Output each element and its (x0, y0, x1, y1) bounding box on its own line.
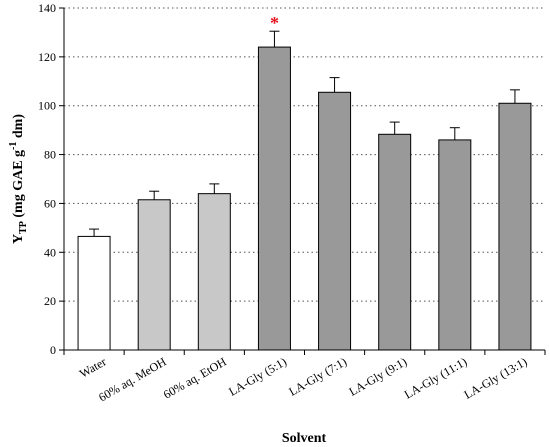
y-tick-label: 40 (44, 245, 56, 259)
x-tick-label: LA-Gly (11:1) (402, 354, 470, 401)
y-axis-label-base: Y (11, 234, 26, 244)
bar (378, 133, 412, 351)
y-tick-label: 0 (50, 343, 56, 357)
y-axis-label-subscript: TP (18, 221, 29, 234)
y-tick-label: 20 (44, 294, 56, 308)
y-axis-label-suffix: dm) (11, 114, 26, 142)
annotations: * (270, 13, 279, 33)
y-axis-label: YTP (mg GAE g-1 dm) (8, 114, 29, 244)
bar (498, 102, 532, 351)
x-tick-label: 60% aq. EtOH (161, 354, 229, 401)
x-tick-label: LA-Gly (5:1) (226, 354, 289, 398)
bars (77, 30, 532, 351)
axes (63, 8, 545, 351)
y-tick-label: 80 (44, 148, 56, 162)
x-axis-label: Solvent (282, 431, 327, 446)
bar (197, 193, 231, 351)
x-tick-label: 60% aq. MeOH (96, 354, 169, 404)
y-tick-label: 120 (38, 50, 56, 64)
y-tick-label: 60 (44, 196, 56, 210)
x-tick-label: LA-Gly (7:1) (286, 354, 349, 398)
bar (77, 235, 111, 351)
bar (257, 46, 291, 351)
bar (137, 199, 171, 351)
y-axis-label-superscript: -1 (8, 142, 19, 150)
y-tick-label: 100 (38, 99, 56, 113)
x-tick-label: LA-Gly (9:1) (346, 354, 409, 398)
bar (438, 139, 472, 351)
y-ticks: 0 20 40 60 80 100 120 140 (38, 1, 64, 357)
gridlines (64, 7, 545, 302)
bar (318, 91, 352, 351)
x-tick-label: Water (77, 354, 109, 380)
y-axis-label-text: (mg GAE g (11, 150, 26, 221)
x-tick-label: LA-Gly (13:1) (462, 354, 530, 401)
y-tick-label: 140 (38, 1, 56, 15)
significance-star: * (270, 13, 279, 33)
